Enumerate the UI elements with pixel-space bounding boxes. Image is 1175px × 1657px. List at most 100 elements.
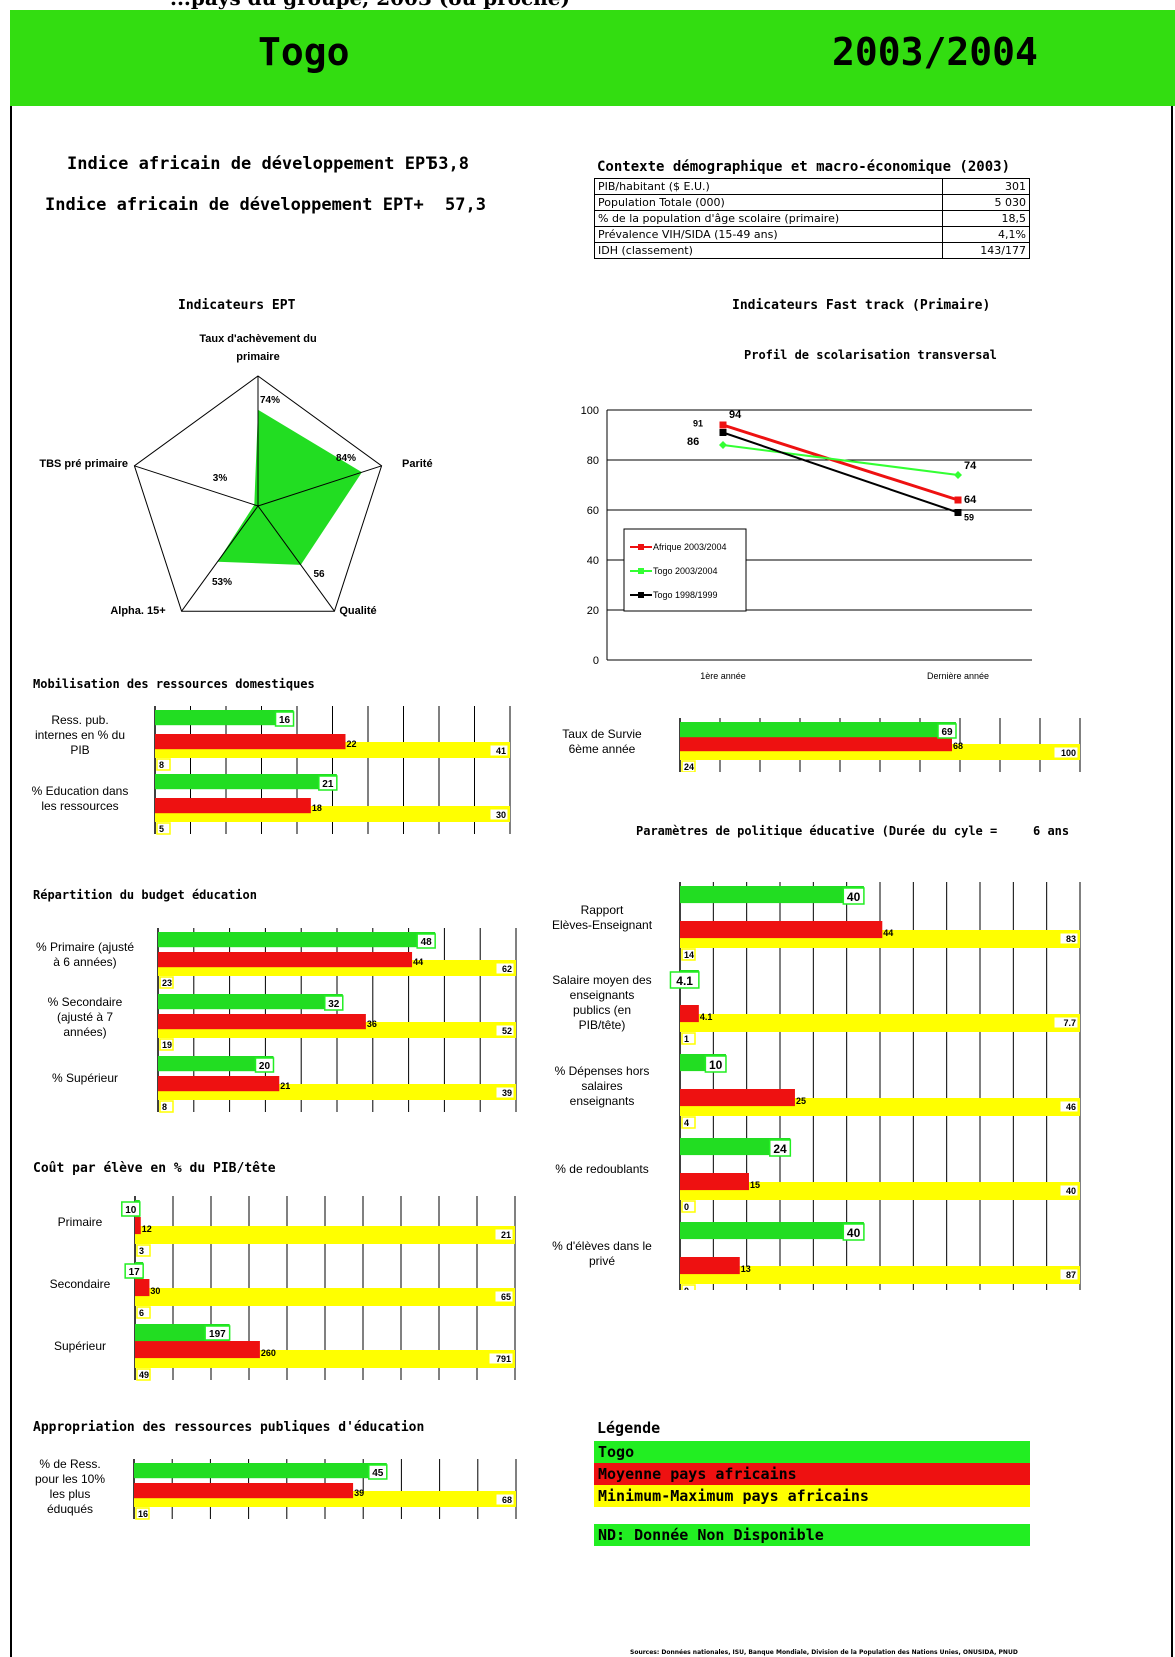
parametres-category-label-line: % d'élèves dans le [552, 1239, 652, 1253]
radar-spoke [257, 505, 335, 612]
appropriation-category-label-line: les plus [50, 1487, 91, 1501]
parametres-category-label-line: publics (en [573, 1003, 631, 1017]
parametres-moyenne-label: 13 [741, 1264, 751, 1274]
context-label: Population Totale (000) [594, 194, 943, 211]
mobilisation-togo-bar [155, 774, 337, 790]
context-row: % de la population d'âge scolaire (prima… [594, 210, 1030, 227]
profil-legend-marker [638, 544, 644, 550]
parametres-min-label-box [681, 1032, 696, 1045]
section-appropriation-title: Appropriation des ressources publiques d… [33, 1420, 425, 1435]
survie-category-label-line: 6ème année [569, 742, 636, 756]
parametres-min-label: 0 [684, 1202, 689, 1212]
profil-point [954, 471, 962, 479]
parametres-category-label: % Dépenses hors salaires enseignants [555, 1064, 650, 1108]
mobilisation-category-label-line: internes en % du [35, 728, 125, 742]
context-row: Prévalence VIH/SIDA (15-49 ans) 4,1% [594, 226, 1030, 243]
profil-point [719, 441, 727, 449]
repartition-max-label-box [495, 1086, 515, 1099]
parametres-category-label: % d'élèves dans le privé [552, 1239, 652, 1268]
legend-item-moyenne: Moyenne pays africains [594, 1463, 1030, 1485]
mobilisation-max-label: 30 [496, 810, 506, 820]
repartition-moyenne-label: 21 [280, 1081, 290, 1091]
profil-x-tick-label: Dernière année [927, 671, 989, 681]
parametres-togo-bar [680, 1138, 791, 1156]
parametres-togo-label: 4.1 [676, 974, 693, 988]
profil-y-tick-label: 40 [587, 555, 599, 567]
cout-min-label: 49 [139, 1370, 149, 1380]
repartition-category-label: % Supérieur [52, 1071, 118, 1085]
repartition-togo-label-box [324, 995, 344, 1011]
mobilisation-min-label: 8 [159, 760, 164, 770]
profil-data-label: 86 [687, 436, 699, 448]
parametres-max-label-box [1059, 1268, 1079, 1281]
mobilisation-togo-label-box [274, 711, 295, 727]
cout-togo-label: 197 [209, 1329, 226, 1340]
parametres-max-label: 7.7 [1063, 1018, 1076, 1028]
radar-chart: Taux d'achèvement du primaire Parité Qualit… [39, 333, 432, 617]
parametres-category-label-line: Salaire moyen des [552, 973, 651, 987]
parametres-category-label-line: enseignants [570, 1094, 635, 1108]
profil-legend-label: Afrique 2003/2004 [653, 542, 727, 552]
profil-y-tick-label: 60 [587, 505, 599, 517]
cout-togo-label: 17 [129, 1267, 141, 1278]
repartition-max-label: 52 [502, 1026, 512, 1036]
parametres-moyenne-label: 15 [750, 1180, 760, 1190]
parametres-moyenne-bar [680, 1089, 795, 1107]
parametres-togo-label: 40 [847, 1226, 861, 1240]
profil-legend: Afrique 2003/2004 Togo 2003/2004 Togo 1998… [623, 528, 747, 612]
parametres-togo-label: 10 [709, 1058, 723, 1072]
radar-axis-achevement: Taux d'achèvement du primaire [199, 333, 316, 363]
parametres-togo-label: 24 [773, 1142, 787, 1156]
repartition-moyenne-bar [158, 1014, 366, 1030]
cout-minmax-band [135, 1226, 515, 1244]
profil-series-line [722, 431, 959, 514]
parametres-category-label-line: enseignants [570, 988, 635, 1002]
context-label: IDH (classement) [594, 242, 943, 259]
legend-item-minmax: Minimum-Maximum pays africains [594, 1485, 1030, 1507]
appropriation-togo-label-box [368, 1464, 388, 1480]
repartition-category-label-line: % Primaire (ajusté [36, 940, 134, 954]
parametres-min-label-box [681, 1116, 696, 1129]
repartition-moyenne-label: 44 [413, 957, 423, 967]
profil-line-chart: 0 20 40 60 80 100 1ère année Dernière année 94 64… [581, 405, 1032, 681]
cout-max-label-box [494, 1228, 514, 1241]
parametres-minmax-band [680, 1182, 1080, 1200]
mobilisation-moyenne-bar [155, 734, 346, 750]
profil-y-tick-label: 20 [587, 605, 599, 617]
context-value: 5 030 [942, 194, 1030, 211]
radar-value-label: 84% [336, 453, 356, 464]
profil-point [954, 496, 962, 504]
parametres-max-label: 40 [1066, 1186, 1076, 1196]
repartition-moyenne-bar [158, 952, 413, 968]
mobilisation-max-label-box [489, 808, 509, 821]
legend-item-togo: Togo [594, 1441, 1030, 1463]
context-label: % de la population d'âge scolaire (prima… [594, 210, 943, 227]
repartition-max-label: 62 [502, 964, 512, 974]
parametres-min-label: 1 [684, 1034, 689, 1044]
parametres-moyenne-bar [680, 1257, 740, 1275]
profil-point [719, 421, 727, 429]
profil-point [719, 429, 727, 436]
survie-category-label: Taux de Survie 6ème année [562, 727, 642, 756]
parametres-minmax-band [680, 1266, 1080, 1284]
cout-min-label-box [136, 1306, 151, 1319]
profil-data-label: 74 [964, 460, 977, 472]
cout-moyenne-bar [135, 1279, 150, 1297]
context-row: Population Totale (000) 5 030 [594, 194, 1030, 211]
legend-nd: ND: Donnée Non Disponible [594, 1524, 1030, 1546]
profil-point [954, 509, 962, 516]
cout-togo-label-box [121, 1201, 141, 1217]
section-mobilisation-title: Mobilisation des ressources domestiques [33, 677, 315, 691]
section-parametres-title: Paramètres de politique éducative (Durée… [636, 824, 998, 838]
appropriation-category-label-line: pour les 10% [35, 1472, 105, 1486]
clipped-header-text: ...pays du groupe, 2003 (ou proche) [170, 0, 570, 10]
cout-category-label: Supérieur [54, 1339, 106, 1353]
context-value: 18,5 [942, 210, 1030, 227]
parametres-category-label: Salaire moyen des enseignants publics (en P… [552, 973, 651, 1032]
appropriation-min-label-box [135, 1507, 150, 1520]
profil-legend-marker [638, 568, 644, 574]
context-label: Prévalence VIH/SIDA (15-49 ans) [594, 226, 943, 243]
cout-category-label: Secondaire [50, 1277, 111, 1291]
parametres-category-label-line: salaires [581, 1079, 622, 1093]
